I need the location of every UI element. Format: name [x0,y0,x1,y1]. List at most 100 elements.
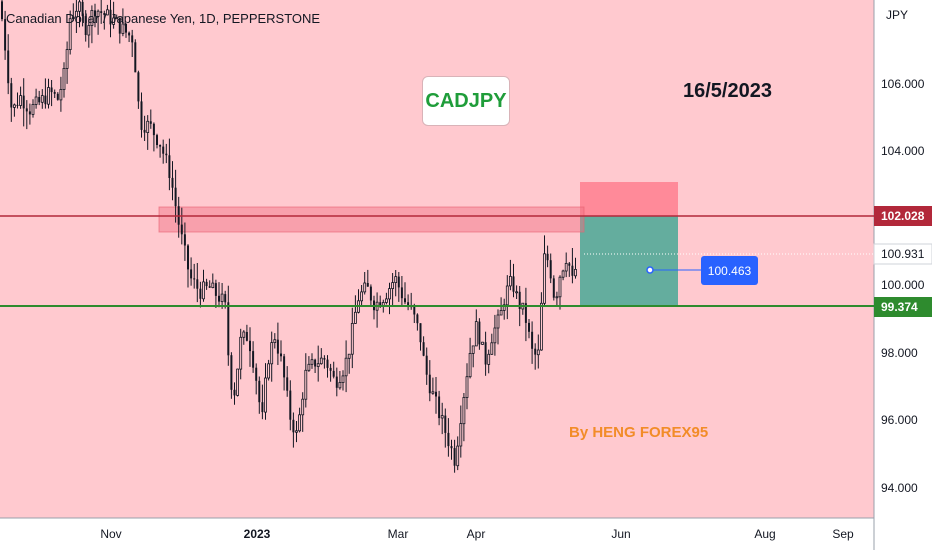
candle-body [143,129,146,133]
candle-body [558,276,562,298]
candle-body [267,363,271,379]
candle [25,100,28,130]
candle [363,272,367,295]
candle [528,319,530,339]
author-annotation[interactable]: By HENG FOREX95 [569,424,709,441]
candle-body [233,389,236,396]
y-tick-label: 100.000 [881,278,925,292]
candle-body [190,269,193,279]
candle-body [156,135,158,145]
candle [546,245,549,268]
candle [84,10,87,42]
candle-body [496,314,500,329]
candle [459,405,463,458]
candle-body [379,302,382,307]
candle-body [137,72,140,102]
candle [384,292,388,305]
candle [156,133,158,149]
candle-body [540,302,543,351]
candle [121,8,125,37]
candle [329,363,332,382]
candle-body [474,321,478,347]
candle [112,1,115,29]
candle [341,370,345,391]
stop-loss-zone[interactable] [580,182,678,216]
candle-body [10,83,13,108]
candle [465,363,469,410]
candle-body [310,359,314,365]
candle [419,323,422,351]
candle-body [407,302,410,307]
candle-body [236,368,240,396]
candle-body [419,323,422,343]
candle [407,294,410,311]
take-profit-zone[interactable] [580,216,678,306]
resistance-zone[interactable] [158,206,585,233]
candle [239,328,243,380]
candle [561,269,565,281]
y-tick-label: 104.000 [881,144,925,158]
candle-body [388,288,391,300]
candle-body [332,370,335,377]
candle-body [425,355,428,375]
current-price-label: 100.931 [881,247,925,261]
candle-body [103,13,106,15]
candle-body [19,95,23,106]
candle-body [59,89,63,101]
candle-body [196,279,199,289]
candle-body [109,9,112,25]
candle [295,421,298,443]
resistance-price-label: 102.028 [881,209,925,223]
x-tick-label: Aug [754,527,775,541]
candle-body [316,363,320,367]
candle [202,269,205,302]
candle-body [555,296,559,299]
callout-anchor-dot[interactable] [646,266,654,274]
candle [56,92,59,101]
candle-body [249,340,251,352]
candle-body [444,415,447,433]
candle-body [84,16,87,35]
candle [143,115,146,141]
candle [350,307,354,369]
candle-body [112,17,115,25]
candle [47,78,50,109]
candle [146,115,150,150]
candle-body [252,351,255,368]
candle-body [280,353,282,357]
candle [453,439,456,473]
candle [168,138,171,191]
callout-box[interactable] [701,256,758,285]
candle [22,78,25,127]
candle [115,14,119,20]
candle [360,285,364,307]
candle-body [568,263,571,266]
candle-body [75,10,78,18]
candle [218,282,220,308]
candle-body [28,111,31,115]
candle [183,222,186,261]
y-tick-label: 94.000 [881,481,918,495]
candle [196,263,199,303]
x-tick-label: Sep [832,527,854,541]
candle-body [326,359,329,368]
candle [283,353,286,391]
time-axis-background [0,518,874,550]
candle-body [536,349,540,356]
candle [62,62,66,98]
candle [481,341,484,345]
date-annotation[interactable]: 16/5/2023 [683,80,772,102]
candle [255,363,258,395]
candle-body [459,423,463,447]
candle-body [295,430,298,433]
candle [416,313,419,331]
callout-value-label: 100.463 [708,264,752,278]
symbol-badge-text: CADJPY [425,89,507,112]
symbol-badge[interactable]: CADJPY [422,76,510,126]
candle-body [25,108,28,112]
candle [261,384,264,420]
candle [174,169,177,223]
candle-body [465,376,469,398]
candle-body [180,224,183,235]
candle-body [4,19,7,51]
